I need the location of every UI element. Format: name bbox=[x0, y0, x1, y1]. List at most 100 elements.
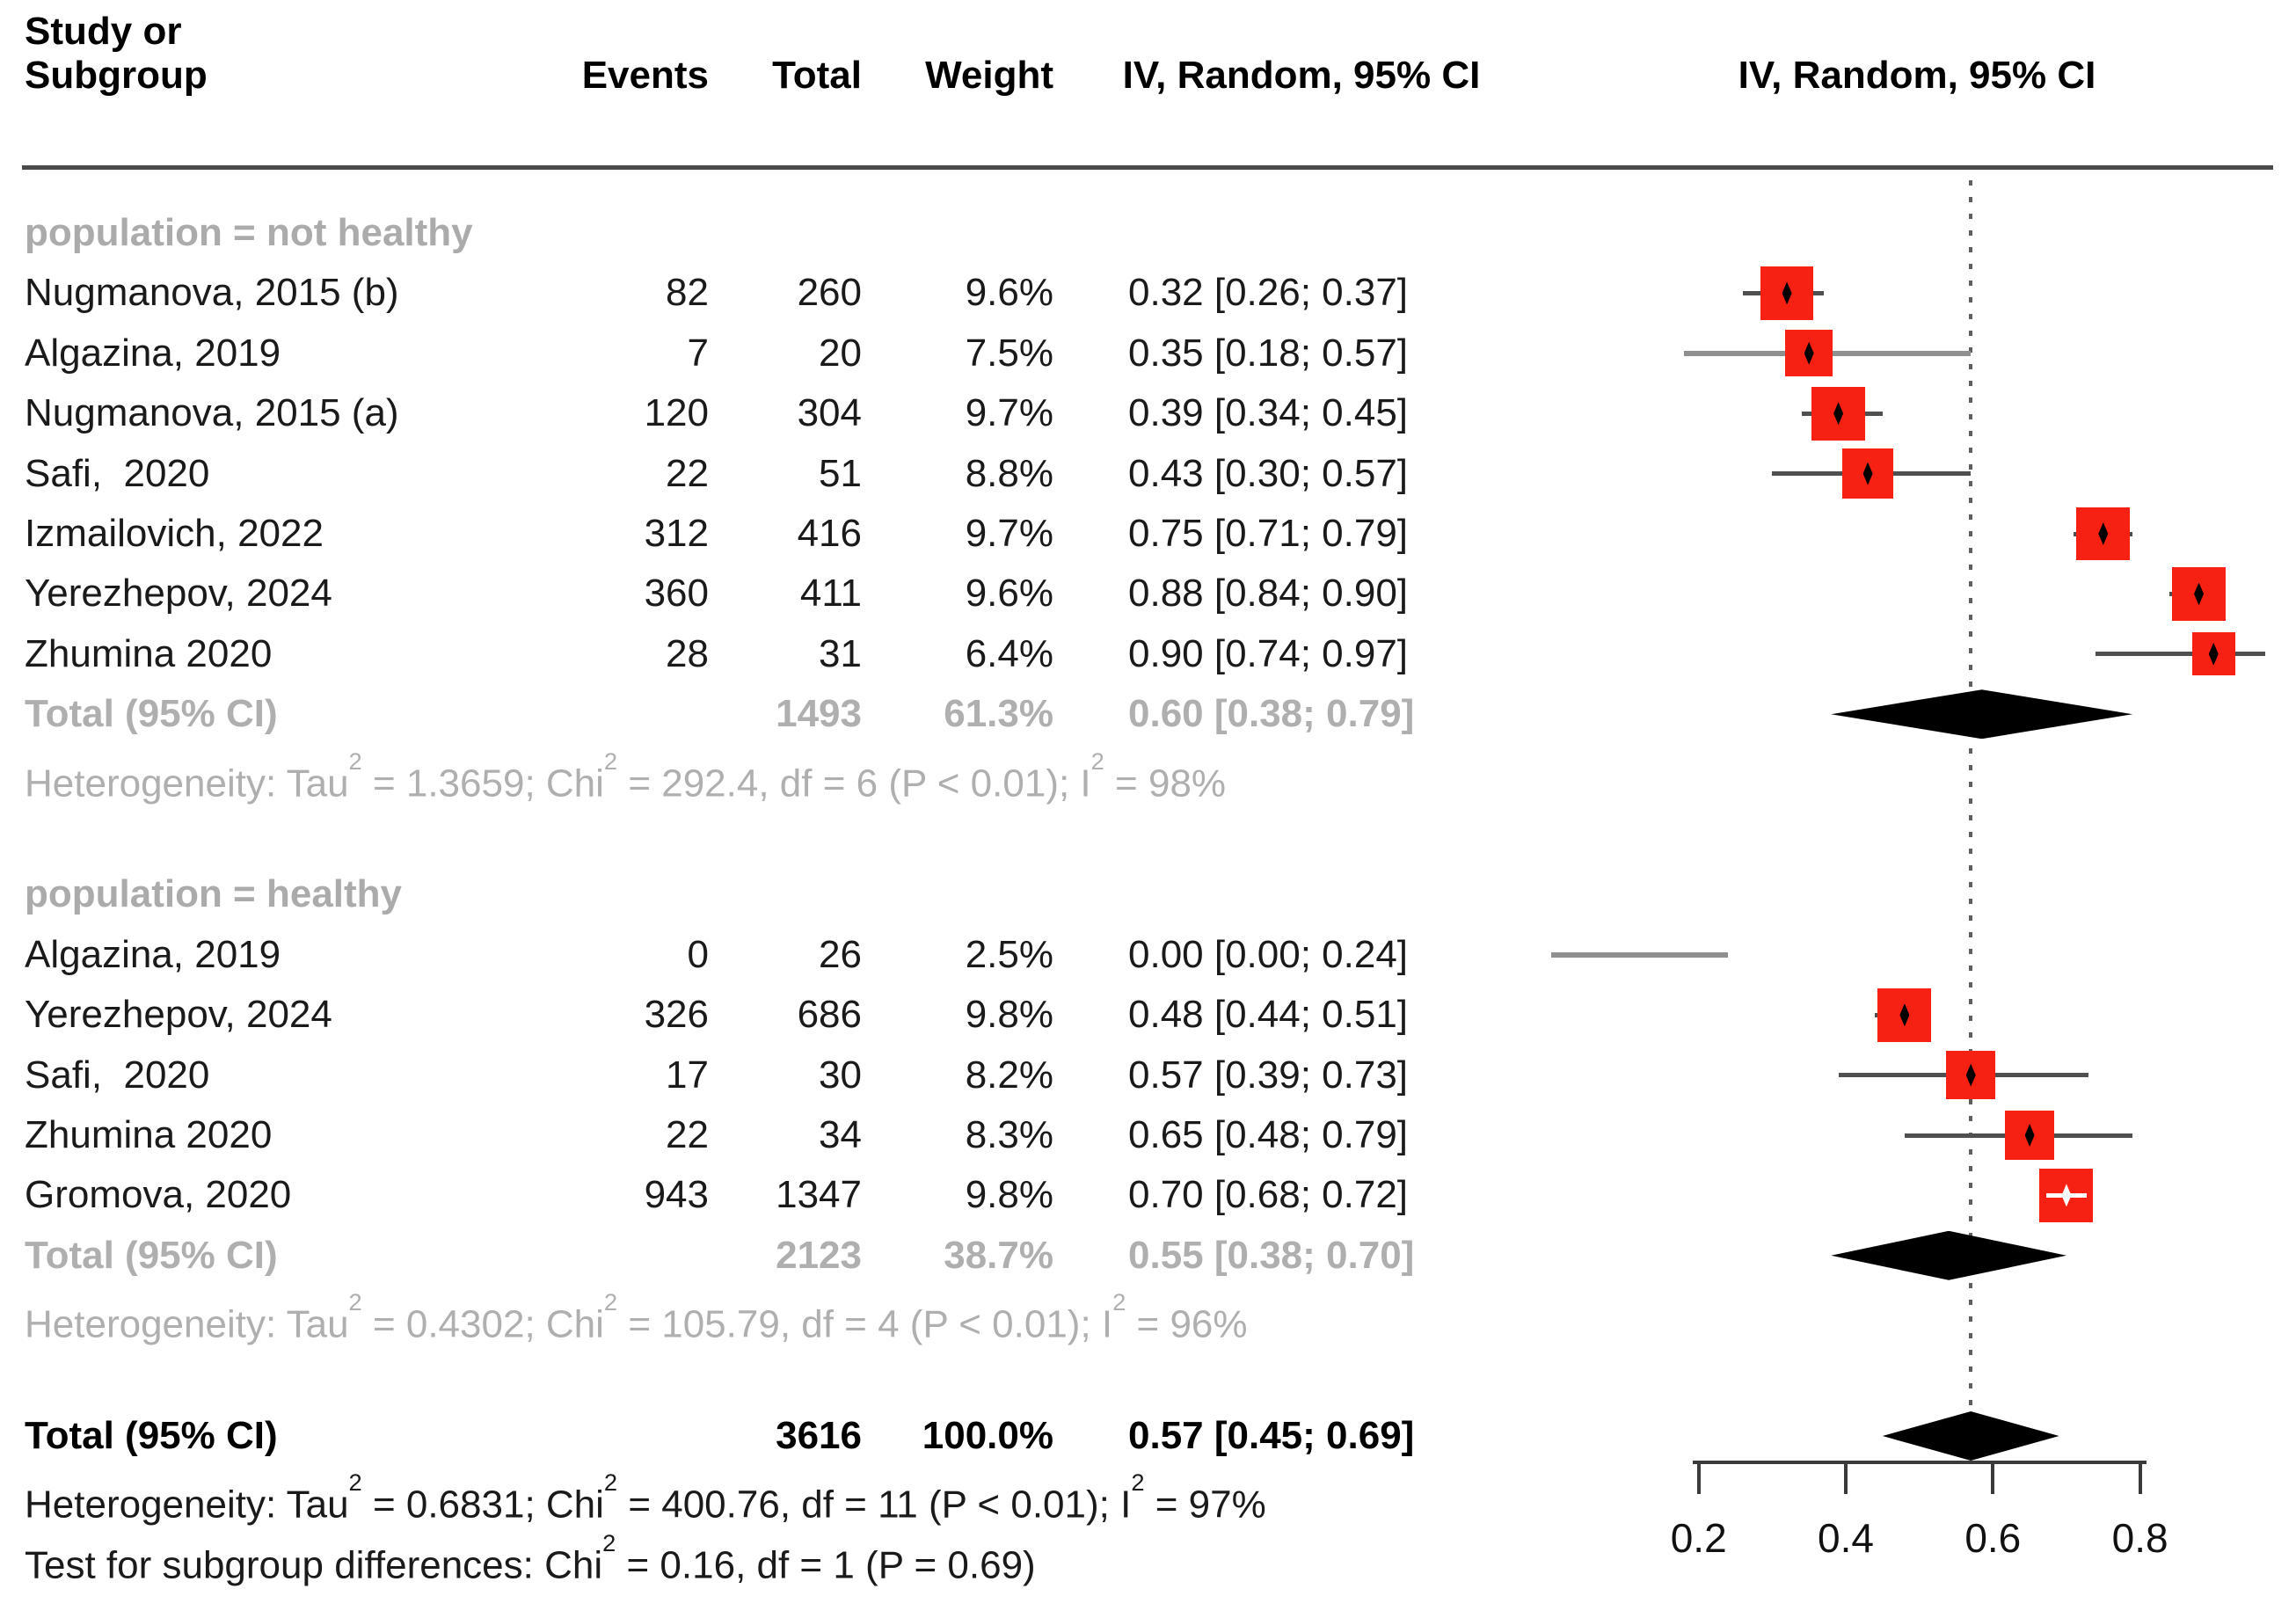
study-weight: 6.4% bbox=[965, 631, 1053, 675]
point-estimate-marker bbox=[1899, 1003, 1910, 1027]
study-label: Yerezhepov, 2024 bbox=[25, 993, 332, 1037]
study-label: Nugmanova, 2015 (a) bbox=[25, 391, 399, 435]
study-total: 686 bbox=[797, 993, 862, 1037]
study-ci-text: 0.90 [0.74; 0.97] bbox=[1128, 631, 1409, 675]
ci-line bbox=[1551, 951, 1729, 958]
column-header-ci: IV, Random, 95% CI bbox=[1122, 54, 1481, 97]
study-total: 1347 bbox=[776, 1173, 862, 1217]
column-header-total: Total bbox=[772, 54, 862, 97]
study-total: 30 bbox=[819, 1053, 862, 1097]
study-events: 120 bbox=[644, 391, 709, 435]
study-label: Safi, 2020 bbox=[25, 451, 210, 495]
study-label: Nugmanova, 2015 (b) bbox=[25, 271, 399, 315]
subtotal-label: Total (95% CI) bbox=[25, 692, 278, 736]
point-estimate-marker bbox=[1862, 462, 1873, 485]
study-weight: 2.5% bbox=[965, 932, 1053, 976]
study-total: 260 bbox=[797, 271, 862, 315]
study-ci-text: 0.32 [0.26; 0.37] bbox=[1128, 271, 1409, 315]
header-separator-line bbox=[22, 165, 2273, 170]
column-header-study-line1: Study or bbox=[25, 10, 182, 53]
subtotal-weight: 38.7% bbox=[944, 1233, 1053, 1277]
study-ci-text: 0.43 [0.30; 0.57] bbox=[1128, 451, 1409, 495]
study-ci-text: 0.39 [0.34; 0.45] bbox=[1128, 391, 1409, 435]
study-events: 943 bbox=[644, 1173, 709, 1217]
x-axis-tick-label: 0.2 bbox=[1670, 1515, 1727, 1561]
study-weight: 8.3% bbox=[965, 1113, 1053, 1156]
column-header-plot-ci: IV, Random, 95% CI bbox=[1738, 54, 2096, 97]
study-weight: 8.2% bbox=[965, 1053, 1053, 1097]
group-header-label: population = healthy bbox=[25, 872, 403, 916]
x-axis-tick bbox=[1696, 1461, 1701, 1494]
study-label: Yerezhepov, 2024 bbox=[25, 572, 332, 616]
subtotal-total: 1493 bbox=[776, 692, 862, 736]
x-axis-tick-label: 0.4 bbox=[1818, 1515, 1874, 1561]
point-estimate-marker bbox=[2208, 642, 2219, 666]
study-weight: 9.8% bbox=[965, 1173, 1053, 1217]
study-label: Izmailovich, 2022 bbox=[25, 512, 324, 555]
study-total: 411 bbox=[799, 572, 862, 616]
total-weight: 100.0% bbox=[922, 1414, 1053, 1457]
point-estimate-marker bbox=[1782, 281, 1792, 305]
study-total: 304 bbox=[797, 391, 862, 435]
point-estimate-marker bbox=[2061, 1184, 2072, 1207]
point-estimate-marker bbox=[2098, 522, 2109, 545]
x-axis-tick bbox=[1844, 1461, 1848, 1494]
point-estimate-marker bbox=[2194, 582, 2205, 606]
note-text: Test for subgroup differences: Chi2 = 0.… bbox=[25, 1528, 1036, 1587]
ci-line bbox=[2096, 652, 2265, 657]
study-total: 34 bbox=[819, 1113, 862, 1156]
study-total: 51 bbox=[819, 451, 862, 495]
subtotal-total: 2123 bbox=[776, 1233, 862, 1277]
study-events: 22 bbox=[666, 1113, 709, 1156]
study-label: Zhumina 2020 bbox=[25, 631, 273, 675]
reference-line bbox=[1969, 180, 1973, 1438]
total-label: Total (95% CI) bbox=[25, 1414, 278, 1457]
x-axis-line bbox=[1692, 1461, 2147, 1464]
study-label: Zhumina 2020 bbox=[25, 1113, 273, 1156]
point-estimate-marker bbox=[2024, 1124, 2035, 1147]
total-ci-text: 0.57 [0.45; 0.69] bbox=[1128, 1414, 1415, 1457]
column-header-events: Events bbox=[581, 54, 709, 97]
study-weight: 9.6% bbox=[965, 572, 1053, 616]
study-ci-text: 0.48 [0.44; 0.51] bbox=[1128, 993, 1409, 1037]
column-header-study-line2: Subgroup bbox=[25, 54, 208, 97]
study-events: 326 bbox=[644, 993, 709, 1037]
note-text: Heterogeneity: Tau2 = 0.4302; Chi2 = 105… bbox=[25, 1288, 1248, 1346]
study-weight: 9.7% bbox=[965, 512, 1053, 555]
study-ci-text: 0.75 [0.71; 0.79] bbox=[1128, 512, 1409, 555]
subtotal-diamond bbox=[1831, 689, 2133, 740]
note-text: Heterogeneity: Tau2 = 0.6831; Chi2 = 400… bbox=[25, 1469, 1266, 1527]
group-header-label: population = not healthy bbox=[25, 211, 473, 254]
study-ci-text: 0.57 [0.39; 0.73] bbox=[1128, 1053, 1409, 1097]
column-header-weight: Weight bbox=[925, 54, 1053, 97]
study-label: Safi, 2020 bbox=[25, 1053, 210, 1097]
study-events: 360 bbox=[644, 572, 709, 616]
x-axis-tick bbox=[1991, 1461, 1995, 1494]
point-estimate-marker bbox=[1965, 1063, 1976, 1087]
study-events: 0 bbox=[687, 932, 709, 976]
study-events: 312 bbox=[644, 512, 709, 555]
x-axis-tick bbox=[2138, 1461, 2142, 1494]
x-axis-tick-label: 0.8 bbox=[2111, 1515, 2168, 1561]
study-total: 26 bbox=[819, 932, 862, 976]
study-weight: 8.8% bbox=[965, 451, 1053, 495]
study-total: 20 bbox=[819, 331, 862, 375]
subtotal-diamond bbox=[1831, 1230, 2066, 1280]
subtotal-weight: 61.3% bbox=[944, 692, 1053, 736]
study-weight: 9.7% bbox=[965, 391, 1053, 435]
study-total: 31 bbox=[819, 631, 862, 675]
note-text: Heterogeneity: Tau2 = 1.3659; Chi2 = 292… bbox=[25, 747, 1227, 805]
subtotal-ci-text: 0.55 [0.38; 0.70] bbox=[1128, 1233, 1415, 1277]
study-weight: 7.5% bbox=[965, 331, 1053, 375]
study-label: Algazina, 2019 bbox=[25, 331, 281, 375]
point-estimate-marker bbox=[1833, 402, 1844, 426]
study-label: Gromova, 2020 bbox=[25, 1173, 292, 1217]
study-weight: 9.6% bbox=[965, 271, 1053, 315]
subtotal-ci-text: 0.60 [0.38; 0.79] bbox=[1128, 692, 1415, 736]
study-ci-text: 0.88 [0.84; 0.90] bbox=[1128, 572, 1409, 616]
study-events: 22 bbox=[666, 451, 709, 495]
study-ci-text: 0.65 [0.48; 0.79] bbox=[1128, 1113, 1409, 1156]
study-label: Algazina, 2019 bbox=[25, 932, 281, 976]
total-total: 3616 bbox=[776, 1414, 862, 1457]
